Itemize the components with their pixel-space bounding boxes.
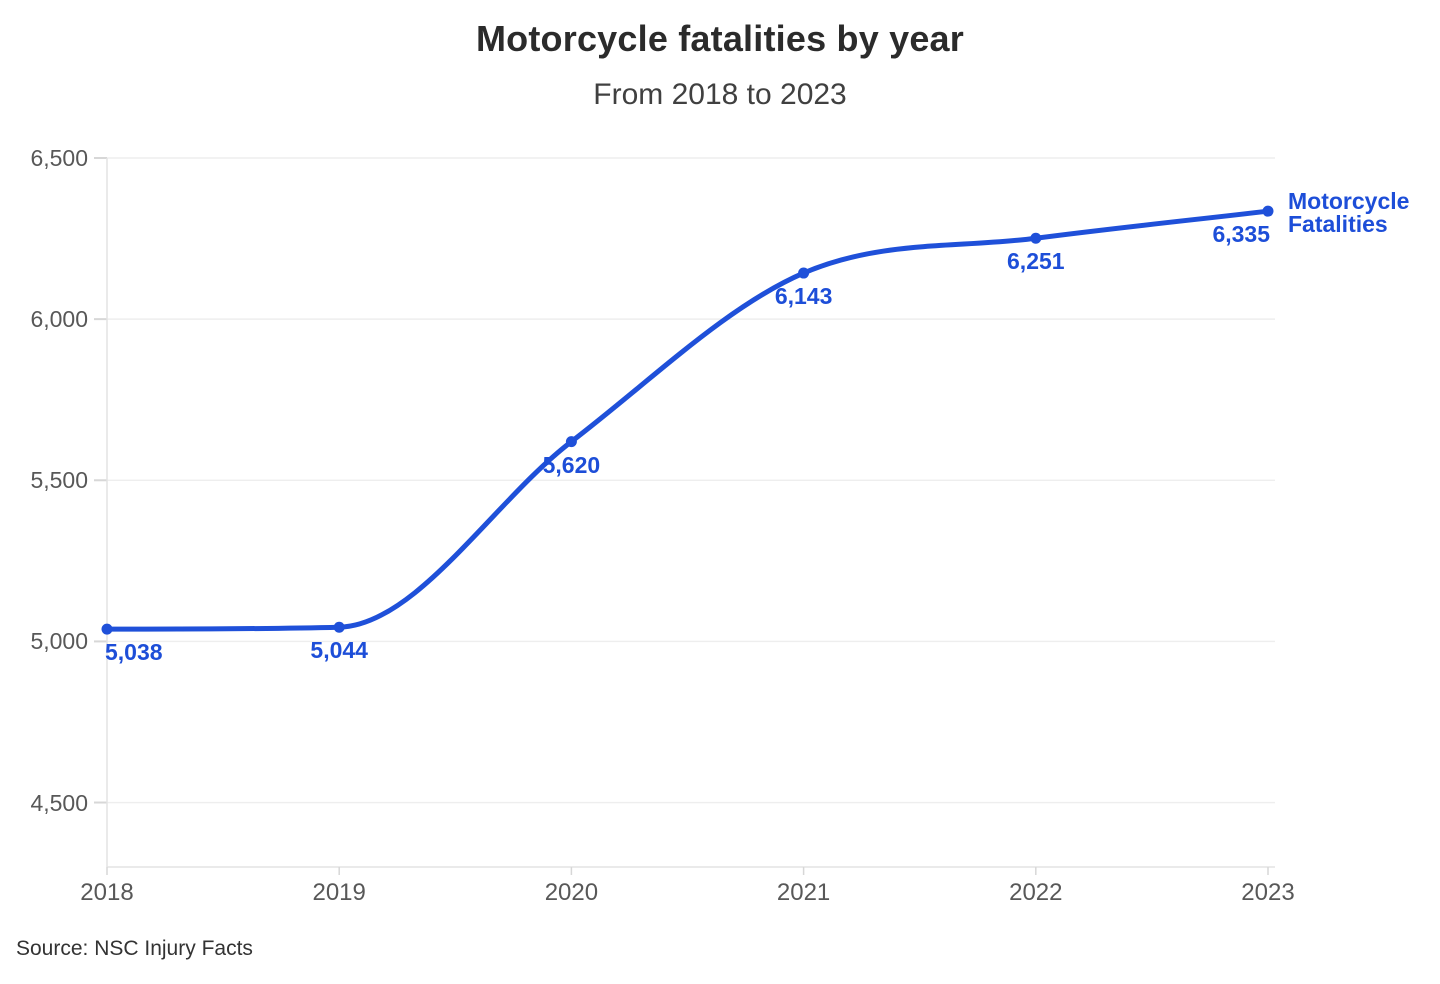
y-axis-label-5000: 5,000 (30, 628, 88, 655)
data-label-2022: 6,251 (1007, 248, 1065, 275)
series-line-motorcycle-fatalities (104, 208, 1271, 632)
chart-title: Motorcycle fatalities by year (475, 18, 964, 59)
legend-label-line-1: Motorcycle (1288, 188, 1410, 214)
data-point-2018 (101, 623, 113, 635)
y-axis-label-6500: 6,500 (30, 145, 88, 171)
y-axis-label-5500: 5,500 (30, 467, 88, 494)
data-label-2018: 5,038 (105, 639, 163, 666)
source-note: Source: NSC Injury Facts (16, 937, 253, 960)
chart-subtitle: From 2018 to 2023 (593, 78, 847, 111)
x-axis-label-2021: 2021 (776, 879, 831, 906)
y-axis-label-6000: 6,000 (30, 306, 88, 333)
data-point-2021 (798, 267, 810, 279)
data-point-2019 (333, 621, 345, 633)
data-point-2022 (1030, 232, 1042, 244)
series-legend: Motorcycle Fatalities (1288, 190, 1433, 236)
x-axis-label-2023: 2023 (1241, 879, 1295, 906)
x-axis-label-2019: 2019 (312, 879, 366, 906)
legend-label-line-2: Fatalities (1288, 211, 1388, 237)
x-axis-label-2018: 2018 (80, 879, 134, 906)
data-label-2023: 6,335 (1212, 221, 1270, 248)
data-point-2020 (565, 436, 577, 448)
data-point-2023 (1262, 205, 1274, 217)
data-label-2019: 5,044 (310, 637, 368, 664)
data-label-2021: 6,143 (774, 283, 833, 310)
y-axis-label-4500: 4,500 (30, 789, 88, 816)
x-axis-label-2022: 2022 (1009, 879, 1063, 906)
x-axis-label-2020: 2020 (544, 879, 599, 906)
data-label-2020: 5,620 (542, 451, 601, 478)
